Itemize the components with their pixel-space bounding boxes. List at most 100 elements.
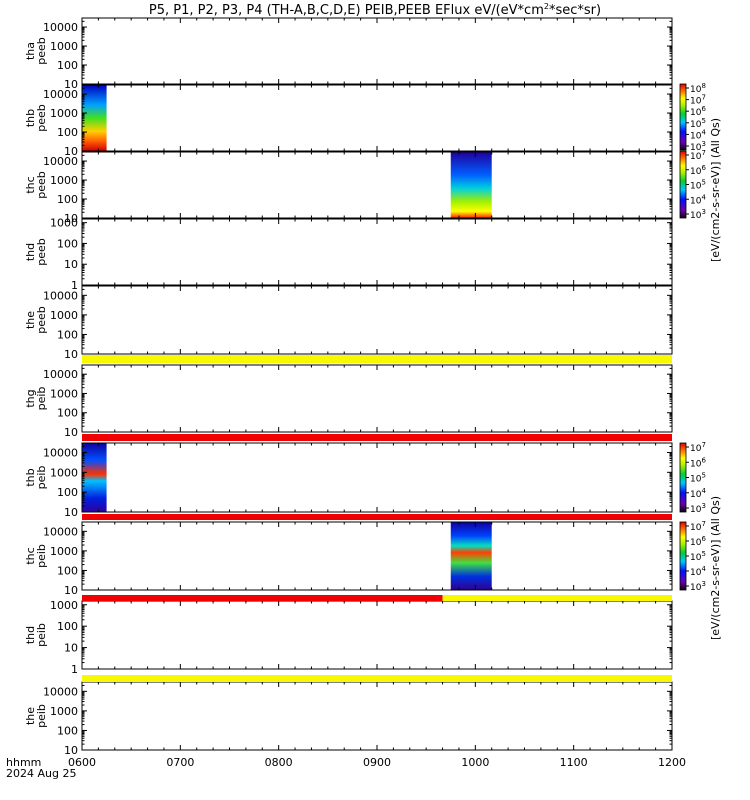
colorbar-tick-thcpeib-1: 104 <box>690 565 706 578</box>
panel-label-bottom-thdpeib: peib <box>35 623 48 647</box>
ytick-label-thepeeb-2: 1000 <box>50 309 78 322</box>
flag-bar-thgpeib-0 <box>82 434 672 441</box>
ytick-label-thepeeb-1: 100 <box>57 328 78 341</box>
title-superscript: 2 <box>544 2 549 11</box>
colorbar-tick-thbpeeb-2: 105 <box>690 117 706 130</box>
panel-frame <box>81 521 673 591</box>
ytick-label-thgpeib-1: 100 <box>57 407 78 420</box>
ytick-label-thcpeib-3: 10000 <box>43 525 78 538</box>
time-tick-label-5: 1100 <box>560 756 588 769</box>
spectrogram-block-thcpeeb-0 <box>450 152 492 218</box>
panel-label-bottom-thgpeib: peib <box>35 387 48 411</box>
ytick-label-thdpeib-3: 1000 <box>50 599 78 612</box>
colorbar-tick-thcpeeb-4: 107 <box>690 149 706 162</box>
colorbar-tick-thcpeib-0: 103 <box>690 580 706 593</box>
ytick-label-thdpeeb-3: 1000 <box>50 217 78 230</box>
ytick-label-thdpeib-2: 100 <box>57 620 78 633</box>
ytick-label-thepeib-0: 10 <box>64 744 78 757</box>
ytick-label-thdpeeb-1: 10 <box>64 258 78 271</box>
ytick-label-thgpeib-0: 10 <box>64 426 78 439</box>
ytick-label-thbpeeb-1: 100 <box>57 126 78 139</box>
panel-frame <box>81 17 673 85</box>
colorbar-tick-thcpeib-3: 106 <box>690 535 706 548</box>
hhmm-label: hhmm <box>6 756 41 769</box>
panel-label-bottom-thcpeeb: peeb <box>35 171 48 199</box>
colorbar-tick-thbpeib-4: 107 <box>690 441 706 454</box>
panel-label-bottom-thepeeb: peeb <box>35 306 48 334</box>
colorbar-tick-thbpeeb-0: 103 <box>690 140 706 153</box>
panel-label-top-thbpeib: thb <box>24 468 37 486</box>
colorbar-tick-thbpeib-1: 104 <box>690 487 706 500</box>
panel-label-top-thepeib: the <box>24 707 37 725</box>
colorbar-tick-thcpeeb-1: 104 <box>690 193 706 206</box>
ytick-label-thbpeib-2: 1000 <box>50 466 78 479</box>
ytick-label-thcpeeb-0: 10 <box>64 212 78 225</box>
panel-label-top-thbpeeb: thb <box>24 109 37 127</box>
colorbar-tick-thbpeib-0: 103 <box>690 502 706 515</box>
panel-label-top-thcpeeb: thc <box>24 176 37 193</box>
flag-bar-thcpeib-1 <box>442 595 672 601</box>
spectrogram-block-thbpeib-0 <box>82 443 107 512</box>
time-tick-label-0: 0600 <box>68 756 96 769</box>
time-tick-label-6: 1200 <box>658 756 686 769</box>
ytick-label-thbpeeb-2: 1000 <box>50 107 78 120</box>
colorbar-tick-thcpeeb-2: 105 <box>690 179 706 192</box>
ytick-label-thapeeb-3: 10000 <box>43 21 78 34</box>
panel-frame <box>81 285 673 355</box>
colorbar-tick-thbpeeb-1: 104 <box>690 128 706 141</box>
panel-frame <box>81 442 673 513</box>
spectrogram-block-thbpeeb-0 <box>82 85 107 151</box>
title-main: P5, P1, P2, P3, P4 (TH-A,B,C,D,E) PEIB,P… <box>149 3 544 18</box>
colorbar-thcpeib: 103 104 105 106 107 <box>679 520 706 593</box>
colorbar-tick-thbpeeb-4: 107 <box>690 94 706 107</box>
panel-frame <box>81 84 673 152</box>
ytick-label-thapeeb-1: 100 <box>57 59 78 72</box>
ytick-label-thcpeib-2: 1000 <box>50 545 78 558</box>
ytick-label-thcpeeb-3: 10000 <box>43 155 78 168</box>
panel-label-top-thgpeib: thg <box>24 389 37 407</box>
ytick-label-thbpeib-0: 10 <box>64 506 78 519</box>
ytick-label-thepeeb-0: 10 <box>64 348 78 361</box>
panel-label-bottom-thbpeib: peib <box>35 466 48 490</box>
ytick-label-thepeib-2: 1000 <box>50 705 78 718</box>
date-label: 2024 Aug 25 <box>6 767 76 780</box>
panel-label-top-thcpeib: thc <box>24 547 37 564</box>
panel-label-top-thdpeib: thd <box>24 626 37 644</box>
panel-frame <box>81 600 673 670</box>
colorbar-tick-thbpeib-2: 105 <box>690 472 706 485</box>
ytick-label-thdpeeb-0: 1 <box>71 279 78 292</box>
panel-frame <box>81 218 673 286</box>
ytick-label-thepeib-3: 10000 <box>43 685 78 698</box>
ytick-label-thbpeib-1: 100 <box>57 486 78 499</box>
panel-frame <box>81 151 673 219</box>
colorbar-tick-thcpeib-2: 105 <box>690 550 706 563</box>
colorbar-thbpeib: 103 104 105 106 107 <box>679 441 706 515</box>
panel-label-top-thdpeeb: thd <box>24 243 37 261</box>
time-tick-label-4: 1000 <box>461 756 489 769</box>
ytick-label-thcpeeb-2: 1000 <box>50 174 78 187</box>
ytick-label-thepeeb-3: 10000 <box>43 289 78 302</box>
ytick-label-thbpeeb-3: 10000 <box>43 88 78 101</box>
colorbar-label-electron: [eV/(cm2-s-sr-eV)] (All Qs) <box>709 118 722 262</box>
panel-label-top-thepeeb: the <box>24 311 37 329</box>
colorbar-tick-thbpeib-3: 106 <box>690 456 706 469</box>
time-tick-label-2: 0800 <box>265 756 293 769</box>
panel-label-bottom-thcpeib: peib <box>35 544 48 568</box>
time-tick-label-3: 0900 <box>363 756 391 769</box>
colorbars-group: 1031041051061071081031041051061071031041… <box>679 82 706 593</box>
panel-label-bottom-thdpeeb: peeb <box>35 238 48 266</box>
panel-label-bottom-thbpeeb: peeb <box>35 104 48 132</box>
flag-bar-thdpeib-0 <box>82 675 672 682</box>
ytick-label-thepeib-1: 100 <box>57 724 78 737</box>
